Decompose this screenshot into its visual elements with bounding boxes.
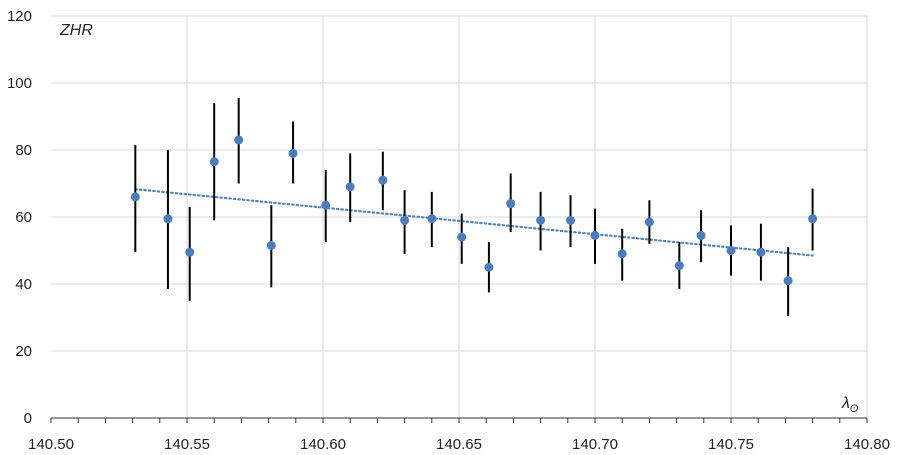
data-point [484,262,494,272]
data-point [644,217,654,227]
data-point [590,230,600,240]
y-tick-label: 100 [7,75,32,92]
x-tick-label: 140.80 [844,436,890,453]
data-point [457,232,467,242]
data-point [506,199,516,209]
y-tick-label: 60 [15,209,32,226]
error-bars [134,98,814,316]
tick-labels: 0 20 40 60 80 100 120 140.50 140.55 140.60 140.65 1… [7,8,890,453]
data-points [130,135,818,286]
y-tick-label: 40 [15,276,32,293]
data-point [617,249,627,259]
data-point [185,247,195,257]
data-point [234,135,244,145]
y-tick-label: 120 [7,8,32,25]
data-point [808,214,818,224]
data-point [696,230,706,240]
x-tick-label: 140.75 [708,436,754,453]
data-point [163,214,173,224]
data-point [288,148,298,158]
data-point [427,214,437,224]
y-tick-label: 80 [15,142,32,159]
trendline-layer [134,188,814,257]
x-tick-label: 140.55 [164,436,210,453]
trendline [134,188,814,257]
x-axis-title-main: λ [841,395,850,412]
data-point [536,215,546,225]
x-tick-label: 140.50 [28,436,74,453]
x-tick-label: 140.70 [572,436,618,453]
y-axis-title: ZHR [59,22,93,39]
x-tick-label: 140.60 [300,436,346,453]
data-point [566,215,576,225]
data-point [674,261,684,271]
y-tick-label: 0 [24,410,32,427]
x-axis-title-subscript: ʘ [850,403,859,415]
data-point [783,276,793,286]
gridlines [51,15,868,418]
data-point [209,157,219,167]
data-point [345,182,355,192]
x-axis-title: λʘ [841,395,859,415]
data-point [378,175,388,185]
data-point [266,240,276,250]
data-point [321,200,331,210]
y-tick-label: 20 [15,343,32,360]
data-point [400,215,410,225]
data-point [130,192,140,202]
data-point [726,246,736,255]
axes [50,417,868,423]
x-tick-label: 140.65 [436,436,482,453]
data-point [756,247,766,257]
